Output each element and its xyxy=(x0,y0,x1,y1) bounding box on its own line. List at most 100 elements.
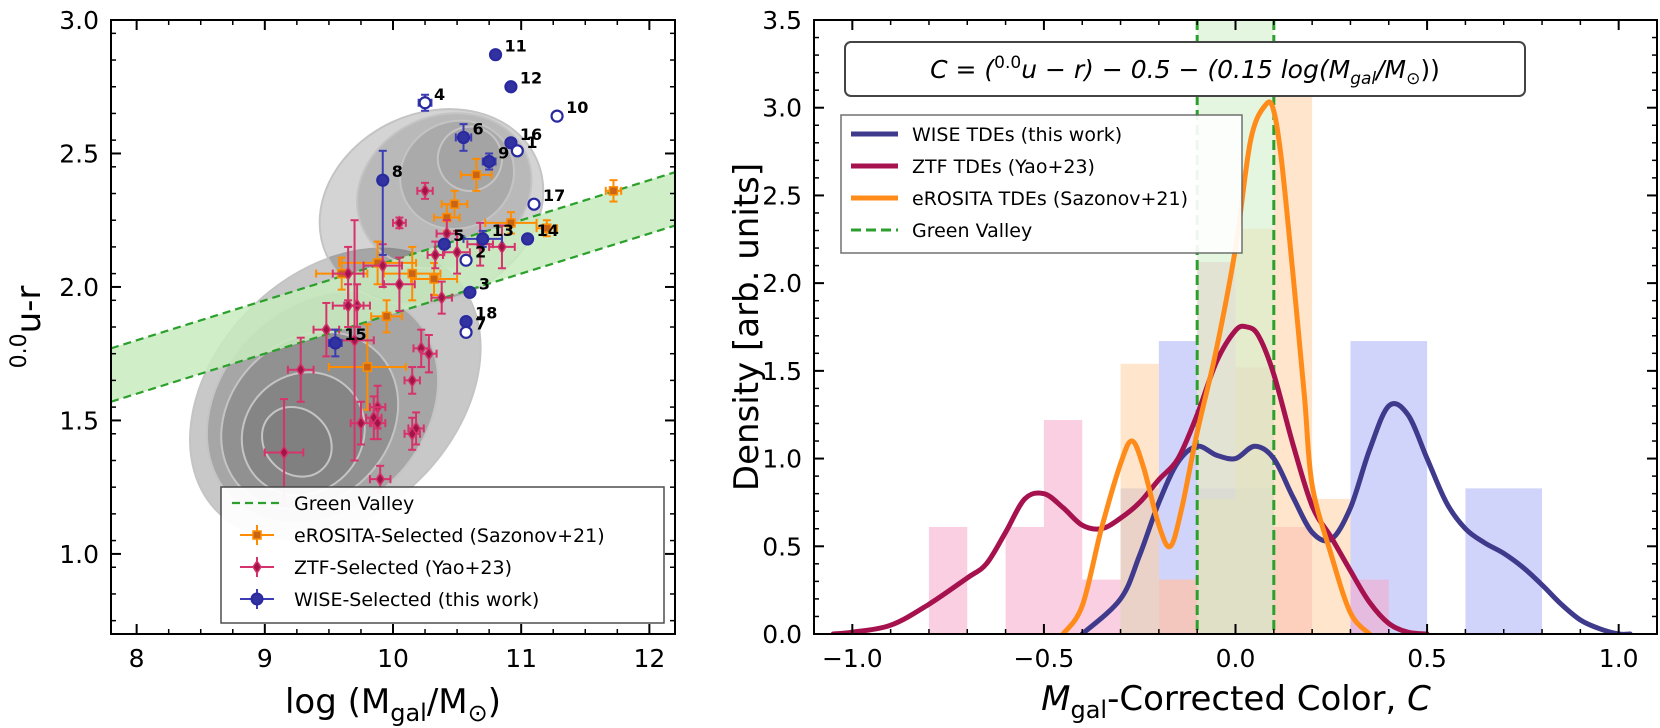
data-point-diamond xyxy=(430,280,453,315)
legend-entry: Green Valley xyxy=(851,220,1032,242)
circle-marker xyxy=(550,109,564,123)
circle-marker xyxy=(488,48,503,62)
square-marker xyxy=(429,274,439,284)
data-point-circle xyxy=(520,232,535,246)
data-point-diamond xyxy=(383,256,416,312)
hist-bar-ztf xyxy=(1043,419,1083,634)
point-id-label: 13 xyxy=(492,221,514,240)
diamond-marker xyxy=(295,362,306,378)
data-point-circle xyxy=(481,152,497,171)
legend-label: ZTF TDEs (Yao+23) xyxy=(912,156,1095,178)
green-valley-lower-line xyxy=(111,224,675,403)
data-point-diamond xyxy=(407,411,425,446)
point-id-label: 1 xyxy=(526,133,537,152)
point-id-label: 8 xyxy=(392,162,403,181)
legend-entry: ZTF-Selected (Yao+23) xyxy=(240,557,512,579)
y-tick-label: 1.5 xyxy=(762,357,802,386)
green-valley-fill xyxy=(111,172,675,402)
y-tick-label: 3.0 xyxy=(59,6,99,35)
legend-label: WISE-Selected (this work) xyxy=(294,589,539,611)
green-valley-upper-line xyxy=(111,171,675,350)
diamond-marker xyxy=(279,445,289,460)
square-marker xyxy=(542,223,552,233)
data-point-diamond xyxy=(392,215,407,231)
contour-level xyxy=(261,405,333,478)
point-id-label: 11 xyxy=(505,37,527,56)
square-marker xyxy=(471,170,482,180)
y-tick-label: 1.5 xyxy=(59,406,99,435)
data-point-circle xyxy=(527,197,541,211)
circle-marker xyxy=(527,197,541,211)
y-tick-label: 2.0 xyxy=(762,269,802,298)
data-point-square xyxy=(370,299,403,334)
circle-marker xyxy=(459,315,473,329)
data-point-square xyxy=(535,219,559,238)
legend-label: Green Valley xyxy=(294,493,414,515)
diamond-marker xyxy=(321,322,332,338)
x-tick-label: −1.0 xyxy=(822,644,883,673)
data-point-circle xyxy=(417,93,433,112)
point-id-label: 16 xyxy=(520,125,542,144)
left-y-axis-label: 0.0u-r xyxy=(7,286,49,369)
circle-marker xyxy=(376,173,390,187)
x-tick-label: −0.5 xyxy=(1014,644,1075,673)
x-tick-label: 10 xyxy=(377,644,409,673)
kde-curve-erosita xyxy=(1060,99,1373,634)
hist-bar-ztf xyxy=(1350,579,1389,634)
formula-box-frame xyxy=(844,41,1526,97)
legend-square-marker xyxy=(252,530,262,540)
data-point-diamond xyxy=(416,181,434,200)
contour-level xyxy=(436,125,503,192)
right-x-axis-label: Mgal-Corrected Color, C xyxy=(1041,679,1431,724)
data-point-square xyxy=(459,157,493,192)
y-tick-label: 2.5 xyxy=(59,139,99,168)
circle-marker xyxy=(510,144,524,158)
data-point-circle xyxy=(454,123,473,152)
diamond-marker xyxy=(423,346,434,362)
data-point-diamond xyxy=(403,366,421,395)
y-tick-label: 3.0 xyxy=(762,94,802,123)
legend-label: eROSITA TDEs (Sazonov+21) xyxy=(912,188,1188,210)
y-tick-label: 2.0 xyxy=(59,273,99,302)
diamond-marker xyxy=(452,244,462,260)
data-point-circle xyxy=(463,285,477,299)
point-id-label: 3 xyxy=(479,274,490,293)
diamond-marker xyxy=(497,239,507,255)
data-point-circle xyxy=(437,237,451,251)
left-scatter-points xyxy=(263,48,623,507)
circle-marker xyxy=(476,232,490,246)
kde-curve-ztf xyxy=(830,323,1430,634)
left-green-valley-band xyxy=(111,171,675,403)
diamond-marker xyxy=(356,415,366,431)
point-id-label: 7 xyxy=(475,314,486,333)
x-tick-label: 1.0 xyxy=(1599,644,1639,673)
point-id-label: 17 xyxy=(543,186,565,205)
point-id-label: 6 xyxy=(473,119,484,138)
data-point-circle xyxy=(459,325,473,339)
data-point-diamond xyxy=(349,400,373,446)
y-tick-label: 3.5 xyxy=(762,6,802,35)
diamond-marker xyxy=(375,471,386,487)
data-point-square xyxy=(338,240,418,286)
legend-entry: WISE TDEs (this work) xyxy=(851,124,1122,146)
data-point-square xyxy=(484,211,538,235)
data-point-diamond xyxy=(286,336,315,403)
point-id-label: 10 xyxy=(566,98,588,117)
data-point-square xyxy=(327,323,407,411)
point-id-label: 5 xyxy=(453,226,464,245)
circle-marker xyxy=(463,285,477,299)
hist-bar-erosita xyxy=(1158,579,1198,634)
circle-marker xyxy=(328,336,342,350)
left-legend: Green Valley eROSITA-Selected (Sazonov+21… xyxy=(220,486,665,624)
data-point-circle xyxy=(510,144,524,158)
data-point-diamond xyxy=(420,334,438,374)
x-tick-label: 11 xyxy=(505,644,537,673)
square-marker xyxy=(381,311,392,322)
y-tick-label: 0.5 xyxy=(762,532,802,561)
diamond-marker xyxy=(420,183,430,199)
legend-entry: Green Valley xyxy=(232,493,414,515)
data-point-circle xyxy=(376,149,390,256)
legend-label: WISE TDEs (this work) xyxy=(912,124,1122,146)
point-id-label: 4 xyxy=(434,85,445,104)
right-kde-curves xyxy=(830,99,1633,634)
